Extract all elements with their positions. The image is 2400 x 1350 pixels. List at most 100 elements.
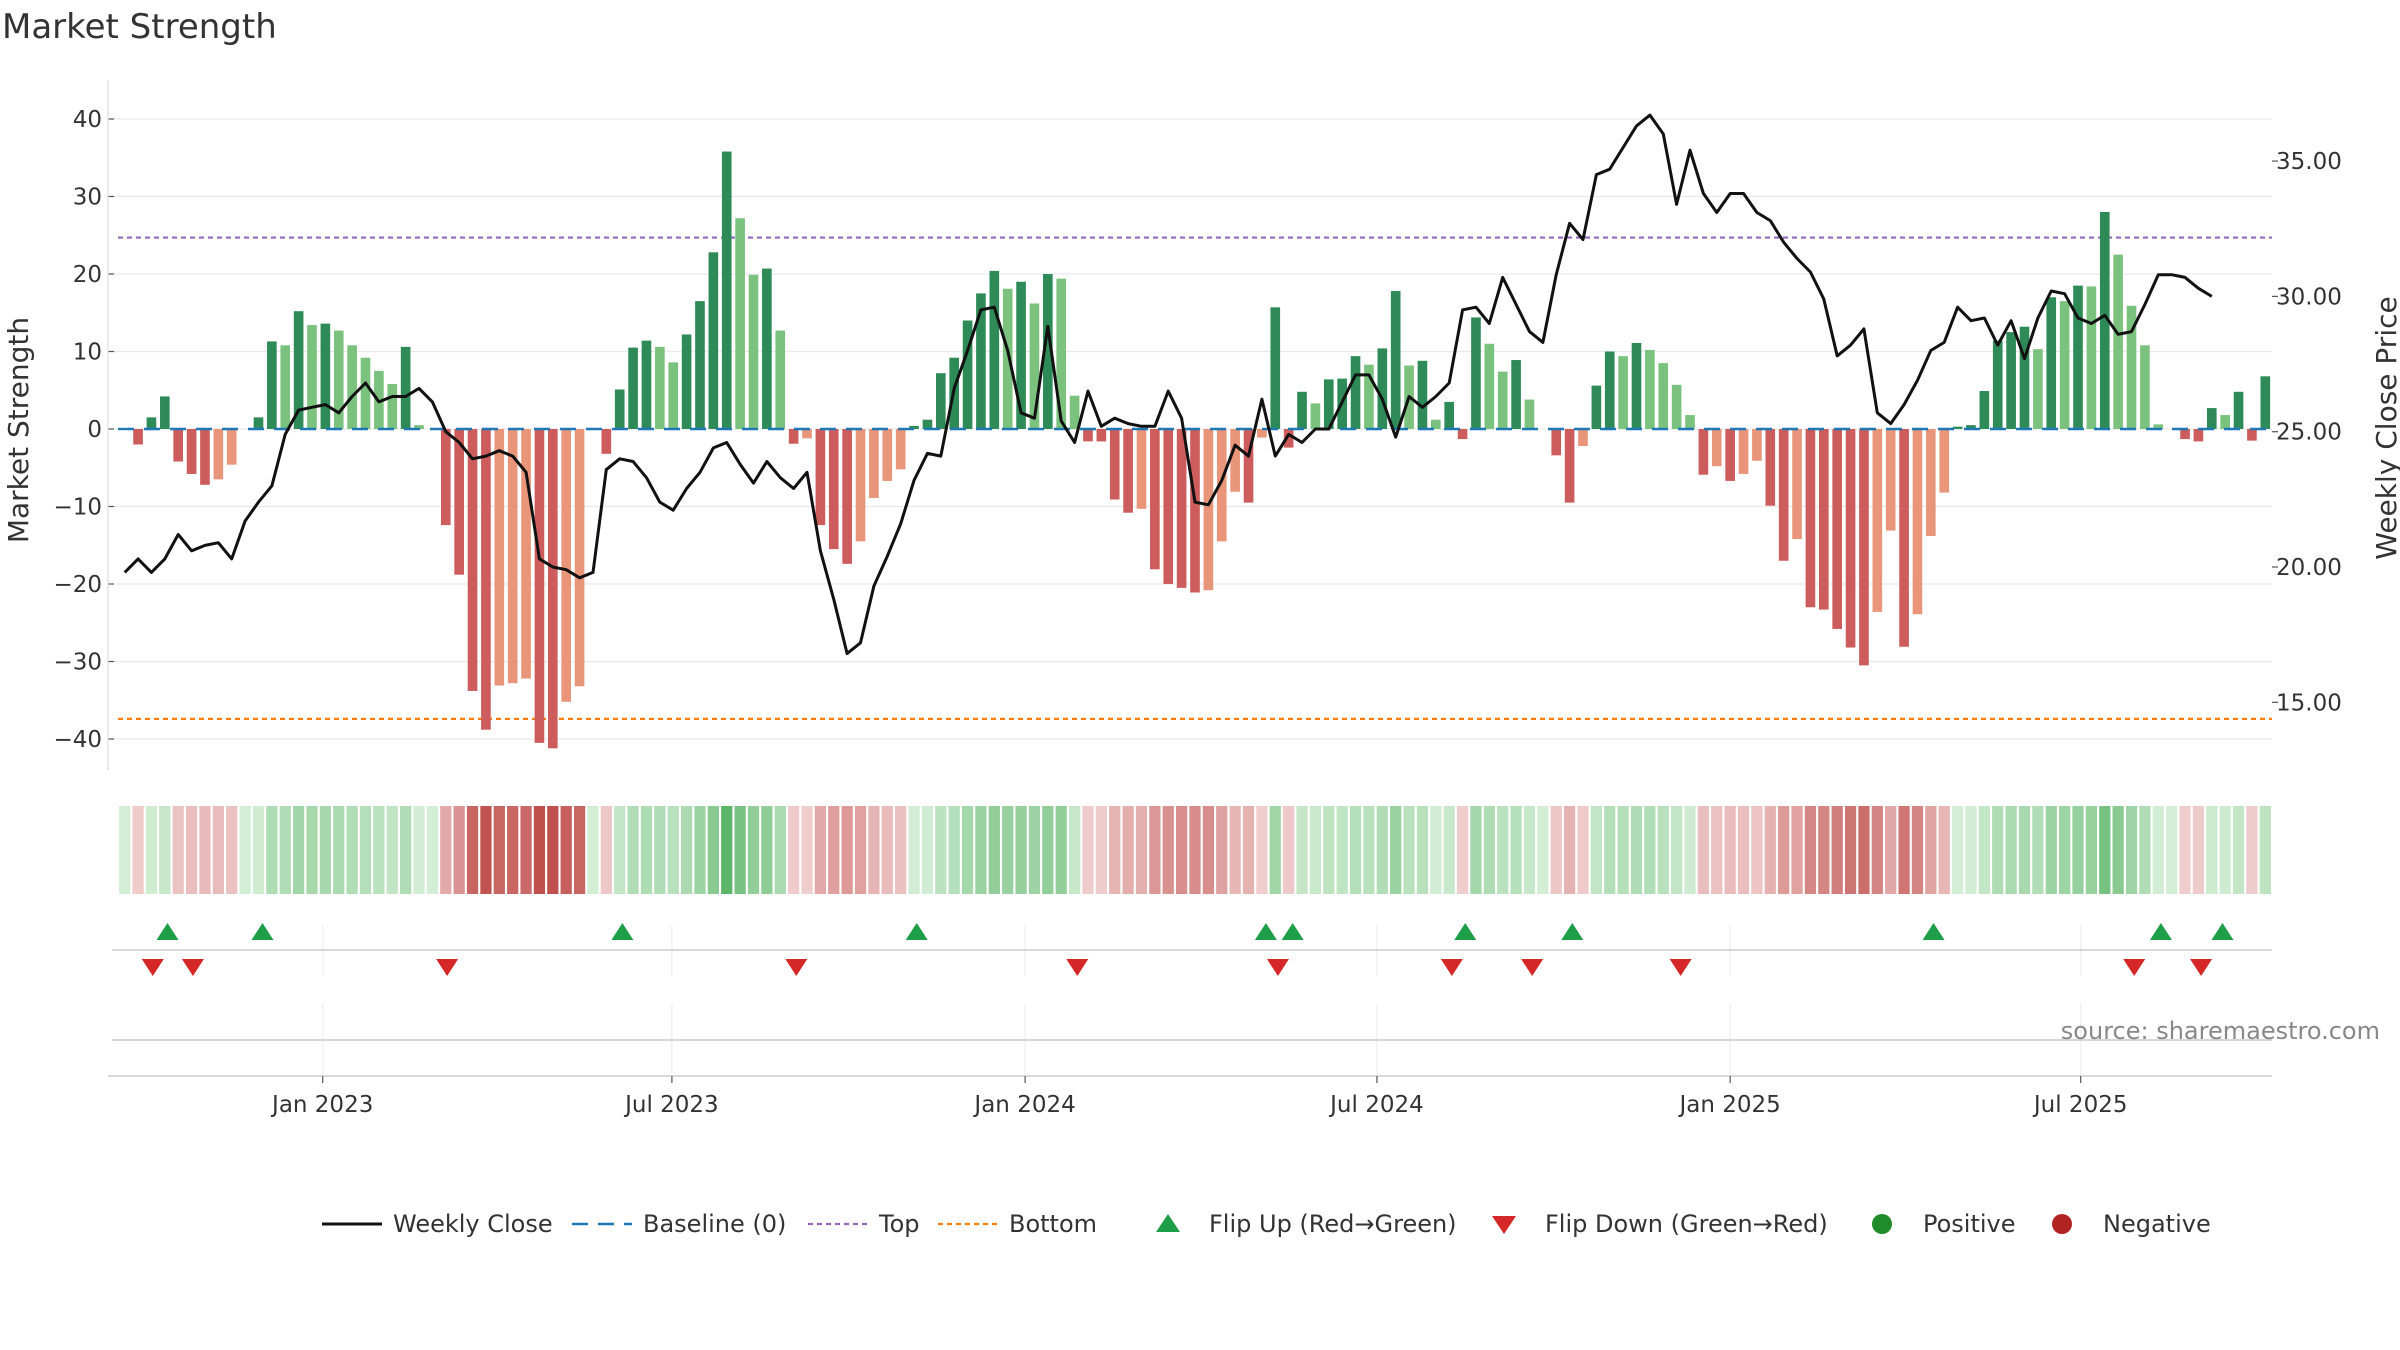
strength-strip-cell <box>533 806 546 894</box>
strength-strip-cell <box>801 806 813 894</box>
strength-strip-cell <box>2246 806 2258 894</box>
strength-bars <box>118 151 2272 749</box>
flip-down-marker <box>1521 959 1544 976</box>
negative-strength-bar <box>1912 429 1923 615</box>
strength-strip-cell <box>1831 806 1843 894</box>
y-left-tick-label: −20 <box>53 572 102 598</box>
y-axis-right-label: Weekly Close Price <box>2370 296 2400 559</box>
positive-strength-bar <box>2206 408 2217 429</box>
strength-strip-cell <box>1028 806 1041 894</box>
positive-strength-bar <box>2140 345 2150 429</box>
positive-strength-bar <box>909 425 919 429</box>
strength-strip-cell <box>761 806 773 894</box>
negative-strength-bar <box>1083 429 1093 442</box>
strength-strip-cell <box>1778 806 1790 894</box>
y-left-tick-label: −10 <box>53 495 102 521</box>
flip-down-marker <box>1440 959 1463 976</box>
strength-strip-cell <box>948 806 960 894</box>
negative-strength-bar <box>1150 429 1160 570</box>
strength-strip-cell <box>895 806 907 894</box>
strength-strip-cell <box>1149 806 1161 894</box>
strength-strip-cell <box>1176 806 1188 894</box>
strength-strip-cell <box>2018 806 2031 894</box>
flip-markers-panel <box>112 923 2272 1075</box>
negative-strength-bar <box>1551 429 1562 456</box>
strength-strip-cell <box>1951 806 1964 894</box>
strength-strip-cell <box>1804 806 1817 894</box>
positive-strength-bar <box>2126 305 2137 429</box>
positive-strength-bar <box>307 325 317 429</box>
y-left-tick-label: 40 <box>73 107 102 133</box>
flip-up-marker <box>1922 923 1945 940</box>
strength-strip-cell <box>1751 806 1763 894</box>
negative-strength-bar <box>1096 429 1107 442</box>
positive-strength-bar <box>1069 395 1080 429</box>
positive-strength-bar <box>293 311 304 429</box>
strength-strip-cell <box>1590 806 1602 894</box>
positive-strength-bar <box>1270 307 1281 429</box>
strength-strip-cell <box>1122 806 1134 894</box>
strength-strip-cell <box>1724 806 1736 894</box>
strength-strip-cell <box>1711 806 1723 894</box>
y-left-tick-label: 10 <box>73 340 102 366</box>
flip-up-marker <box>2211 923 2234 940</box>
strength-strip-cell <box>1684 806 1696 894</box>
strength-strip-cell <box>1911 806 1924 894</box>
negative-strength-bar <box>133 429 143 445</box>
negative-strength-bar <box>186 429 197 474</box>
strength-strip-cell <box>988 806 1000 894</box>
strength-strip-cell <box>1563 806 1576 894</box>
negative-strength-bar <box>1123 429 1133 513</box>
negative-strength-bar <box>1243 429 1254 503</box>
strength-strip-cell <box>440 806 452 894</box>
positive-strength-bar <box>1029 303 1040 429</box>
strength-strip-cell <box>1109 806 1121 894</box>
strength-strip-cell <box>2152 806 2164 894</box>
legend-circle-swatch <box>1872 1214 1892 1234</box>
positive-strength-bar <box>1992 340 2003 429</box>
y-left-tick-label: 30 <box>73 185 102 211</box>
strength-strip-cell <box>1162 806 1174 894</box>
y-right-tick-label: 30.00 <box>2276 284 2342 310</box>
strength-strip-cell <box>1015 806 1027 894</box>
strength-strip-cell <box>774 806 786 894</box>
strength-strip-cell <box>1925 806 1937 894</box>
positive-strength-bar <box>280 345 291 429</box>
negative-strength-bar <box>1109 429 1120 500</box>
y-right-tick-label: 15.00 <box>2276 690 2342 716</box>
axes: 40 30 20 10 0 −10 −20 −30 −40 35.00 30.00 25.00 20.0… <box>53 80 2342 770</box>
flip-up-marker <box>1254 923 1277 940</box>
strength-strip-cell <box>1791 806 1803 894</box>
strength-strip-cell <box>1978 806 1990 894</box>
positive-strength-bar <box>1484 343 1495 429</box>
strength-strip-cell <box>2206 806 2218 894</box>
strength-strip-cell <box>2179 806 2191 894</box>
positive-strength-bar <box>614 389 625 429</box>
negative-strength-bar <box>1203 429 1214 591</box>
strength-strip-cell <box>507 806 519 894</box>
positive-strength-bar <box>1390 291 1401 429</box>
positive-strength-bar <box>1524 399 1535 429</box>
strength-strip-cell <box>1510 806 1522 894</box>
strength-strip-cell <box>1470 806 1482 894</box>
negative-strength-bar <box>1778 429 1789 561</box>
strength-strip-cell <box>680 806 693 894</box>
strength-strip-cell <box>1657 806 1669 894</box>
strength-strip-cell <box>1577 806 1589 894</box>
strength-strip-cell <box>145 806 158 894</box>
negative-strength-bar <box>481 429 491 730</box>
positive-strength-bar <box>2059 301 2070 429</box>
positive-strength-bar <box>320 323 331 429</box>
negative-strength-bar <box>1136 429 1147 509</box>
strength-strip-cell <box>1617 806 1629 894</box>
strength-strip-cell <box>587 806 599 894</box>
strength-strip-cell <box>172 806 184 894</box>
strength-strip-cell <box>1764 806 1776 894</box>
negative-strength-bar <box>1926 429 1936 536</box>
flip-down-marker <box>1066 959 1089 976</box>
strength-strip-cell <box>1871 806 1883 894</box>
negative-strength-bar <box>547 429 558 749</box>
positive-strength-bar <box>267 341 277 429</box>
positive-strength-bar <box>1310 403 1321 429</box>
strength-strip-cell <box>640 806 653 894</box>
